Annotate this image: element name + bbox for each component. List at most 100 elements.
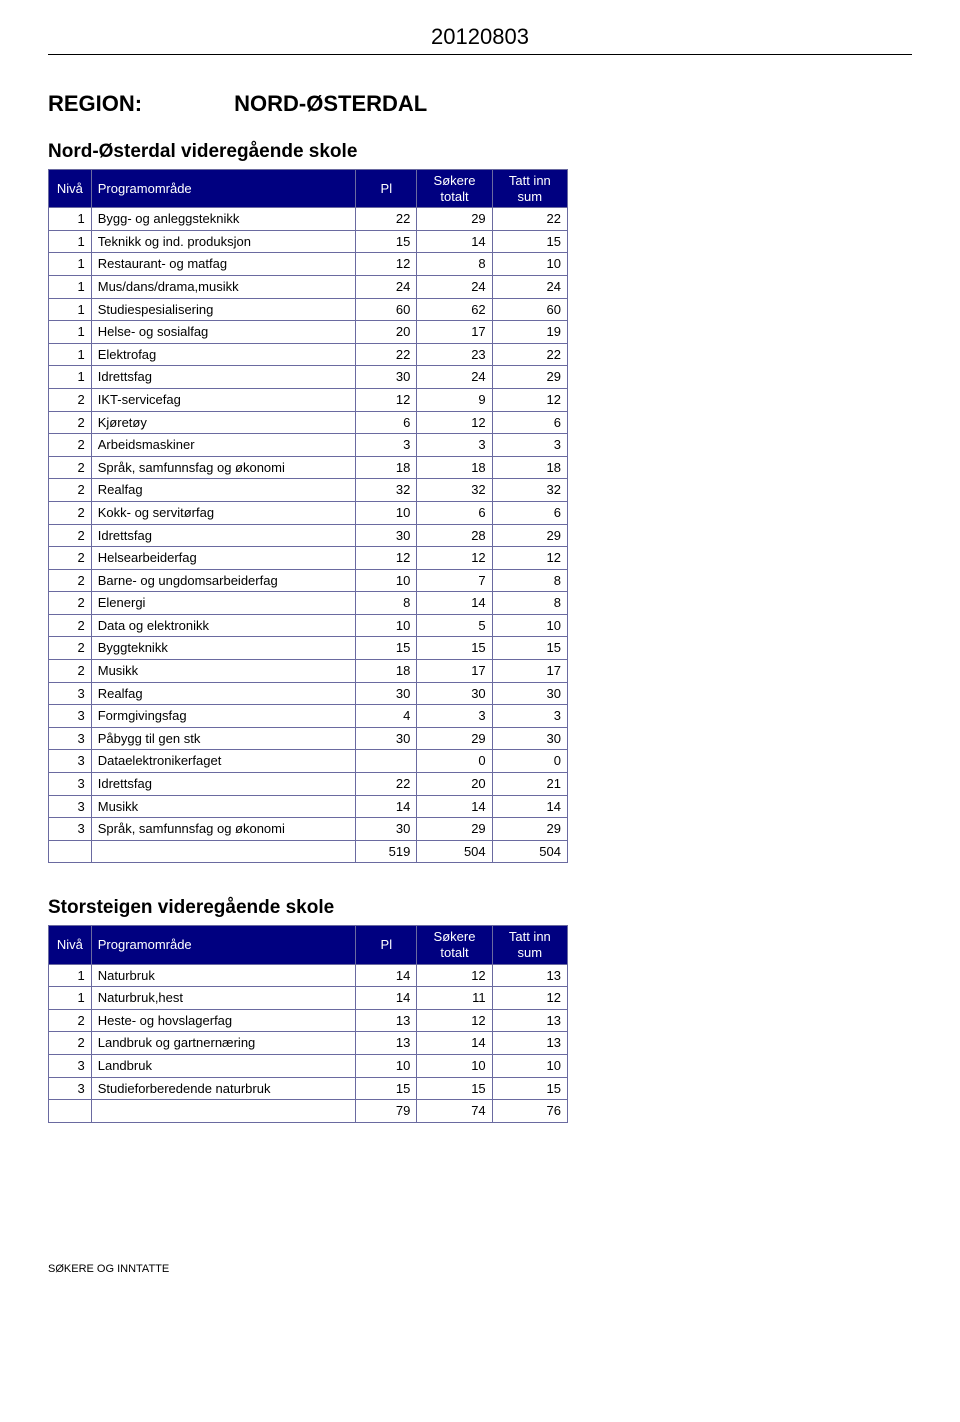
school-title-2: Storsteigen videregående skole bbox=[48, 897, 912, 919]
table-row: 1Bygg- og anleggsteknikk222922 bbox=[49, 208, 568, 231]
cell: Elektrofag bbox=[91, 343, 356, 366]
table-row: 1Studiespesialisering606260 bbox=[49, 298, 568, 321]
cell: Teknikk og ind. produksjon bbox=[91, 230, 356, 253]
cell: 1 bbox=[49, 298, 92, 321]
cell: Helse- og sosialfag bbox=[91, 321, 356, 344]
table-row: 2Elenergi8148 bbox=[49, 592, 568, 615]
cell: 8 bbox=[417, 253, 492, 276]
table-row: 2Idrettsfag302829 bbox=[49, 524, 568, 547]
table-row: 3Landbruk101010 bbox=[49, 1054, 568, 1077]
cell: 3 bbox=[49, 705, 92, 728]
cell: 15 bbox=[492, 637, 567, 660]
cell: 3 bbox=[49, 750, 92, 773]
cell: 10 bbox=[356, 501, 417, 524]
cell: 13 bbox=[492, 1009, 567, 1032]
col-sokere: Søkere totalt bbox=[417, 170, 492, 208]
col-tatt: Tatt inn sum bbox=[492, 170, 567, 208]
cell: 1 bbox=[49, 343, 92, 366]
cell: 1 bbox=[49, 275, 92, 298]
cell: 13 bbox=[492, 1032, 567, 1055]
cell: 10 bbox=[356, 1054, 417, 1077]
cell: 20 bbox=[417, 773, 492, 796]
cell: 22 bbox=[492, 343, 567, 366]
cell: 29 bbox=[417, 208, 492, 231]
cell: 8 bbox=[492, 592, 567, 615]
cell: 3 bbox=[356, 434, 417, 457]
cell: 10 bbox=[492, 1054, 567, 1077]
cell: 1 bbox=[49, 964, 92, 987]
cell: 14 bbox=[417, 795, 492, 818]
table-1-totals: 519 504 504 bbox=[49, 840, 568, 863]
cell: Kokk- og servitørfag bbox=[91, 501, 356, 524]
cell: Dataelektronikerfaget bbox=[91, 750, 356, 773]
cell: 1 bbox=[49, 230, 92, 253]
cell: Formgivingsfag bbox=[91, 705, 356, 728]
school-table-1: Nivå Programområde Pl Søkere totalt Tatt… bbox=[48, 169, 568, 863]
cell: IKT-servicefag bbox=[91, 388, 356, 411]
cell: 14 bbox=[356, 987, 417, 1010]
table-row: 3Dataelektronikerfaget00 bbox=[49, 750, 568, 773]
cell: 22 bbox=[492, 208, 567, 231]
cell: 2 bbox=[49, 524, 92, 547]
table-row: 1Idrettsfag302429 bbox=[49, 366, 568, 389]
table-row: 2Språk, samfunnsfag og økonomi181818 bbox=[49, 456, 568, 479]
cell: Mus/dans/drama,musikk bbox=[91, 275, 356, 298]
total-tatt: 504 bbox=[492, 840, 567, 863]
cell: 21 bbox=[492, 773, 567, 796]
cell: Helsearbeiderfag bbox=[91, 547, 356, 570]
cell: 30 bbox=[356, 682, 417, 705]
table-row: 1Restaurant- og matfag12810 bbox=[49, 253, 568, 276]
cell: 17 bbox=[492, 660, 567, 683]
table-row: 3Språk, samfunnsfag og økonomi302929 bbox=[49, 818, 568, 841]
cell: 12 bbox=[356, 547, 417, 570]
cell: 12 bbox=[417, 1009, 492, 1032]
cell: 60 bbox=[492, 298, 567, 321]
total-sokere: 74 bbox=[417, 1100, 492, 1123]
cell: 1 bbox=[49, 208, 92, 231]
cell: Landbruk og gartnernæring bbox=[91, 1032, 356, 1055]
cell: Restaurant- og matfag bbox=[91, 253, 356, 276]
cell: 10 bbox=[356, 614, 417, 637]
page-footer: SØKERE OG INNTATTE bbox=[48, 1263, 912, 1275]
col-programomrade: Programområde bbox=[91, 926, 356, 964]
cell: 2 bbox=[49, 501, 92, 524]
cell: 12 bbox=[492, 987, 567, 1010]
cell: 2 bbox=[49, 660, 92, 683]
cell: 30 bbox=[417, 682, 492, 705]
cell: 3 bbox=[417, 434, 492, 457]
col-pl: Pl bbox=[356, 170, 417, 208]
cell: Språk, samfunnsfag og økonomi bbox=[91, 456, 356, 479]
cell: 2 bbox=[49, 614, 92, 637]
cell: 12 bbox=[417, 547, 492, 570]
cell: 6 bbox=[492, 411, 567, 434]
table-row: 2Helsearbeiderfag121212 bbox=[49, 547, 568, 570]
cell: 30 bbox=[356, 524, 417, 547]
cell: 11 bbox=[417, 987, 492, 1010]
header-rule bbox=[48, 54, 912, 55]
cell bbox=[356, 750, 417, 773]
col-niva: Nivå bbox=[49, 170, 92, 208]
cell: 2 bbox=[49, 592, 92, 615]
cell: 14 bbox=[356, 795, 417, 818]
cell: 8 bbox=[356, 592, 417, 615]
table-row: 3Påbygg til gen stk302930 bbox=[49, 727, 568, 750]
cell: 22 bbox=[356, 208, 417, 231]
cell: 3 bbox=[49, 773, 92, 796]
cell: 18 bbox=[417, 456, 492, 479]
total-sokere: 504 bbox=[417, 840, 492, 863]
cell: 6 bbox=[417, 501, 492, 524]
total-pl: 79 bbox=[356, 1100, 417, 1123]
cell: 17 bbox=[417, 660, 492, 683]
cell: 18 bbox=[356, 660, 417, 683]
cell: 3 bbox=[492, 434, 567, 457]
cell: 22 bbox=[356, 773, 417, 796]
cell: 3 bbox=[49, 1077, 92, 1100]
cell: 15 bbox=[356, 230, 417, 253]
cell: 30 bbox=[356, 727, 417, 750]
cell: 2 bbox=[49, 479, 92, 502]
cell: 0 bbox=[417, 750, 492, 773]
cell: 12 bbox=[356, 388, 417, 411]
cell: 2 bbox=[49, 569, 92, 592]
cell: 12 bbox=[492, 388, 567, 411]
school-table-2: Nivå Programområde Pl Søkere totalt Tatt… bbox=[48, 925, 568, 1122]
